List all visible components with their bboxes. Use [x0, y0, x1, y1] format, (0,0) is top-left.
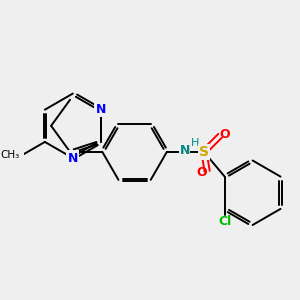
Text: H: H	[191, 138, 200, 148]
Text: N: N	[68, 152, 78, 165]
Text: S: S	[199, 145, 209, 159]
Text: O: O	[196, 167, 207, 179]
Text: N: N	[179, 144, 190, 157]
Text: CH₃: CH₃	[1, 151, 20, 160]
Text: O: O	[220, 128, 230, 141]
Text: Cl: Cl	[218, 214, 231, 228]
Text: N: N	[96, 103, 106, 116]
